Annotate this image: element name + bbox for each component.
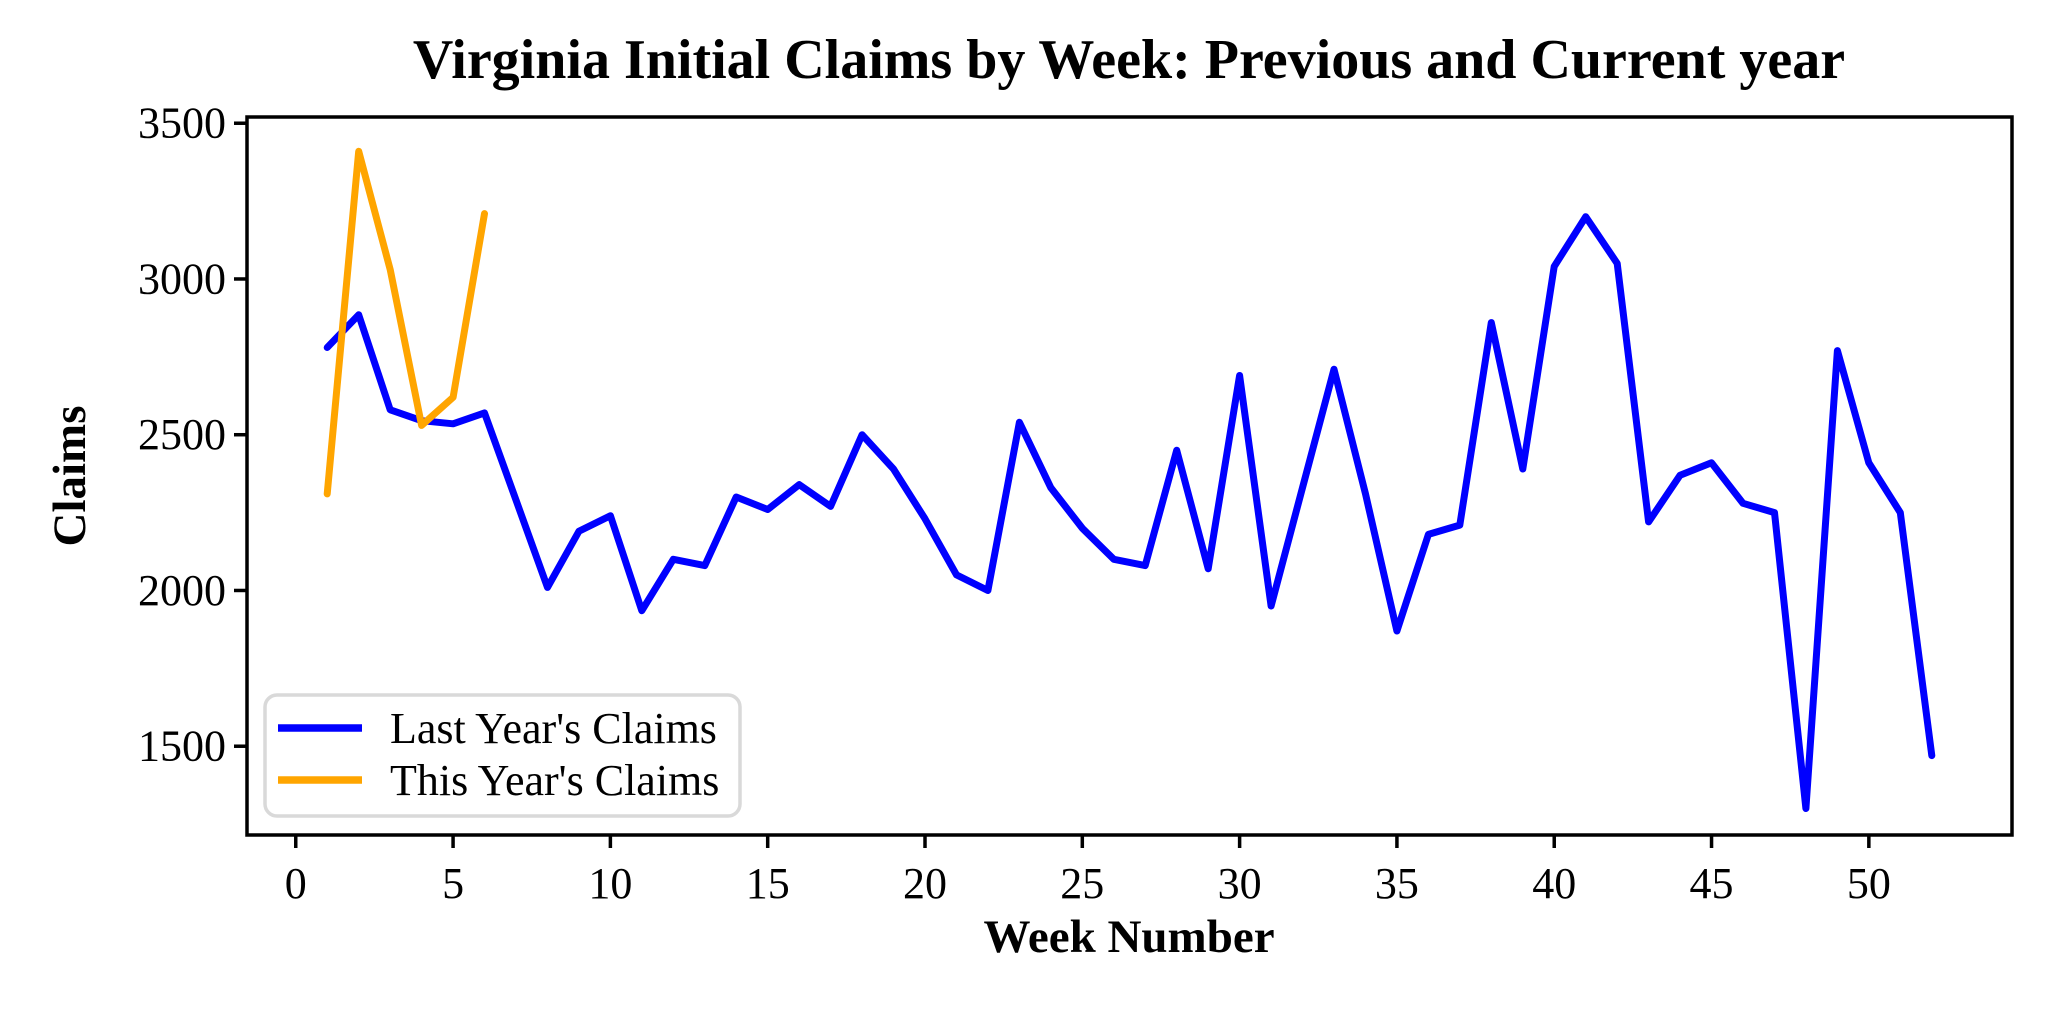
legend: Last Year's Claims This Year's Claims xyxy=(263,693,742,818)
x-tick-label: 50 xyxy=(1847,859,1891,908)
x-tick-label: 45 xyxy=(1690,859,1734,908)
series-lines xyxy=(323,147,1936,812)
y-tick-label: 2000 xyxy=(138,566,226,615)
axis-ticks: 0 5 10 15 20 25 30 35 40 45 50 1500 2000 2500 3000 3500 xyxy=(138,99,1891,908)
x-tick-label: 40 xyxy=(1532,859,1576,908)
legend-label-last-year: Last Year's Claims xyxy=(390,704,717,753)
x-tick-label: 30 xyxy=(1218,859,1262,908)
series-line-last-year xyxy=(323,213,1936,812)
legend-label-this-year: This Year's Claims xyxy=(390,756,719,805)
y-axis-label: Claims xyxy=(44,406,96,547)
y-tick-label: 1500 xyxy=(138,722,226,771)
x-tick-label: 35 xyxy=(1375,859,1419,908)
y-tick-label: 2500 xyxy=(138,410,226,459)
y-tick-label: 3000 xyxy=(138,254,226,303)
x-tick-label: 15 xyxy=(746,859,790,908)
legend-box xyxy=(263,693,742,818)
series-line-this-year xyxy=(323,147,488,498)
y-tick-label: 3500 xyxy=(138,99,226,148)
x-tick-label: 20 xyxy=(903,859,947,908)
x-tick-label: 5 xyxy=(442,859,464,908)
x-tick-label: 0 xyxy=(285,859,307,908)
x-tick-label: 25 xyxy=(1060,859,1104,908)
x-tick-label: 10 xyxy=(588,859,632,908)
plot-frame xyxy=(245,115,2014,837)
x-axis-label: Week Number xyxy=(983,911,1274,963)
chart-title: Virginia Initial Claims by Week: Previou… xyxy=(413,29,1845,91)
